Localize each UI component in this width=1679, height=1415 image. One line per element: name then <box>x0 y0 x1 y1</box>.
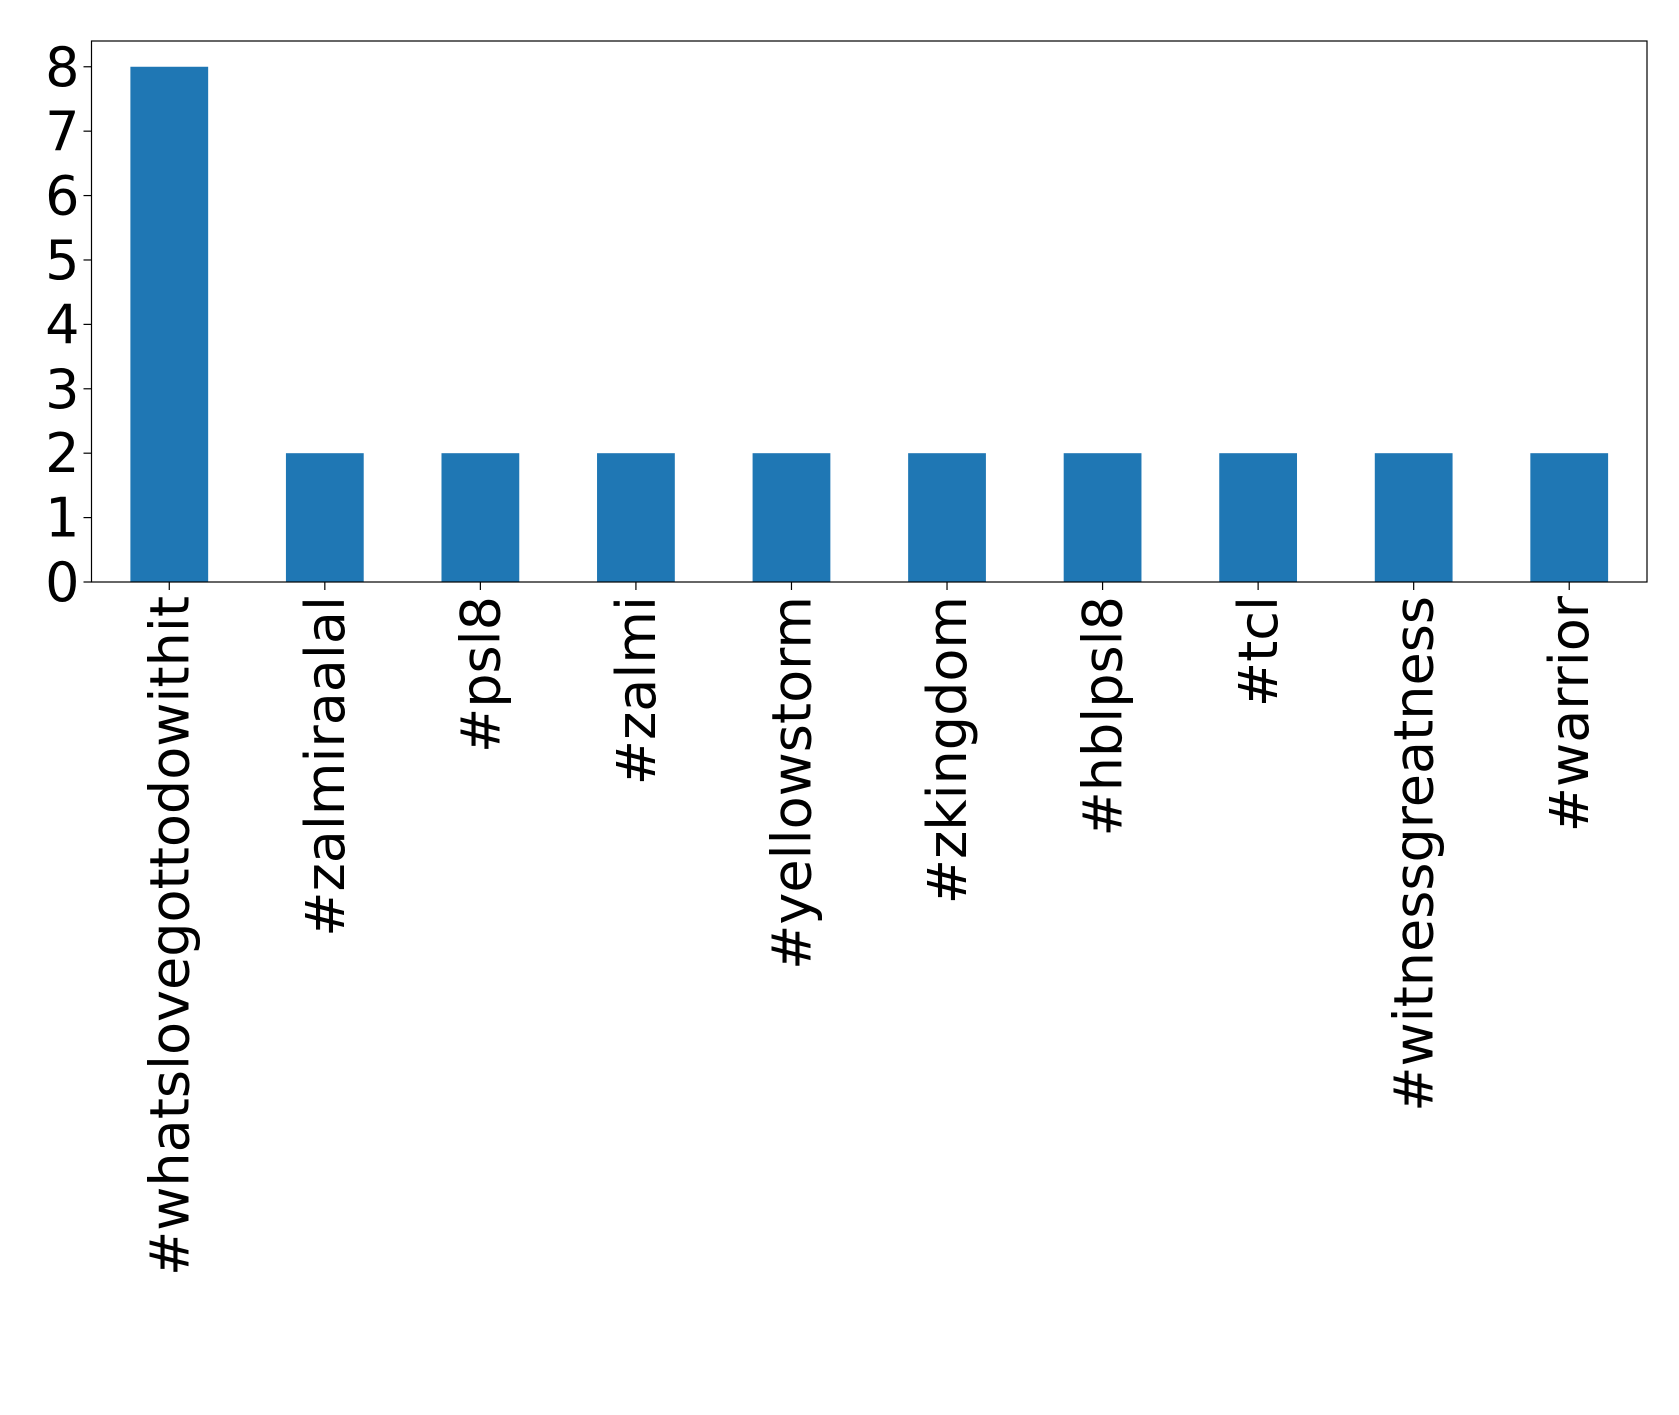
y-tick-label: 6 <box>45 165 79 228</box>
axes-frame <box>90 40 1648 583</box>
bar <box>1063 453 1142 582</box>
bar <box>285 453 364 582</box>
y-tick-label: 7 <box>45 100 79 163</box>
y-tick-label: 1 <box>45 487 79 550</box>
bar <box>130 66 209 582</box>
x-tick-label: #hblpsl8 <box>1072 596 1135 837</box>
x-tick-label: #warrior <box>1538 595 1601 832</box>
y-tick-label: 2 <box>45 422 79 485</box>
bar <box>1374 453 1453 582</box>
x-tick-label: #tcl <box>1227 596 1290 707</box>
x-tick-label: #zkingdom <box>916 596 979 904</box>
x-tick-label: #psl8 <box>449 596 512 753</box>
x-tick-label: #zalmiraalal <box>294 596 357 937</box>
y-tick-label: 0 <box>45 551 79 614</box>
y-tick-label: 4 <box>45 293 79 356</box>
bar <box>908 453 986 582</box>
bar <box>441 453 520 582</box>
x-tick-label: #witnessgreatness <box>1383 596 1446 1112</box>
x-tick-label: #whatslovegottodowithit <box>138 596 201 1276</box>
bar <box>1219 453 1298 582</box>
bar <box>752 453 831 582</box>
x-tick-label: #zalmi <box>605 596 668 785</box>
y-tick-label: 8 <box>45 36 79 99</box>
bar <box>1530 453 1609 582</box>
bar <box>597 453 675 582</box>
y-tick-label: 5 <box>45 229 79 292</box>
y-tick-label: 3 <box>45 358 79 421</box>
x-tick-label: #yellowstorm <box>760 596 823 970</box>
